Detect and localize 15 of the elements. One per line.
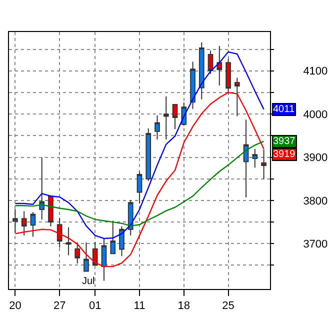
annotation: Jul [82,276,95,287]
y-tick-label: 3800 [303,195,328,208]
y-tick-label: 4000 [303,108,328,121]
data-label: 3937 [273,136,296,147]
x-tick-label: 20 [9,300,22,312]
x-tick-label: 27 [53,300,66,312]
data-label: 3919 [273,149,296,160]
x-tick-label: 25 [222,300,234,312]
data-label: 4011 [273,104,295,115]
x-tick-label: 18 [178,300,190,312]
x-tick-label: 01 [88,300,102,312]
y-tick-label: 3900 [303,152,328,164]
x-tick-label: 11 [134,300,146,312]
y-tick-label: 4100 [303,66,328,78]
y-tick-label: 3700 [303,238,328,250]
